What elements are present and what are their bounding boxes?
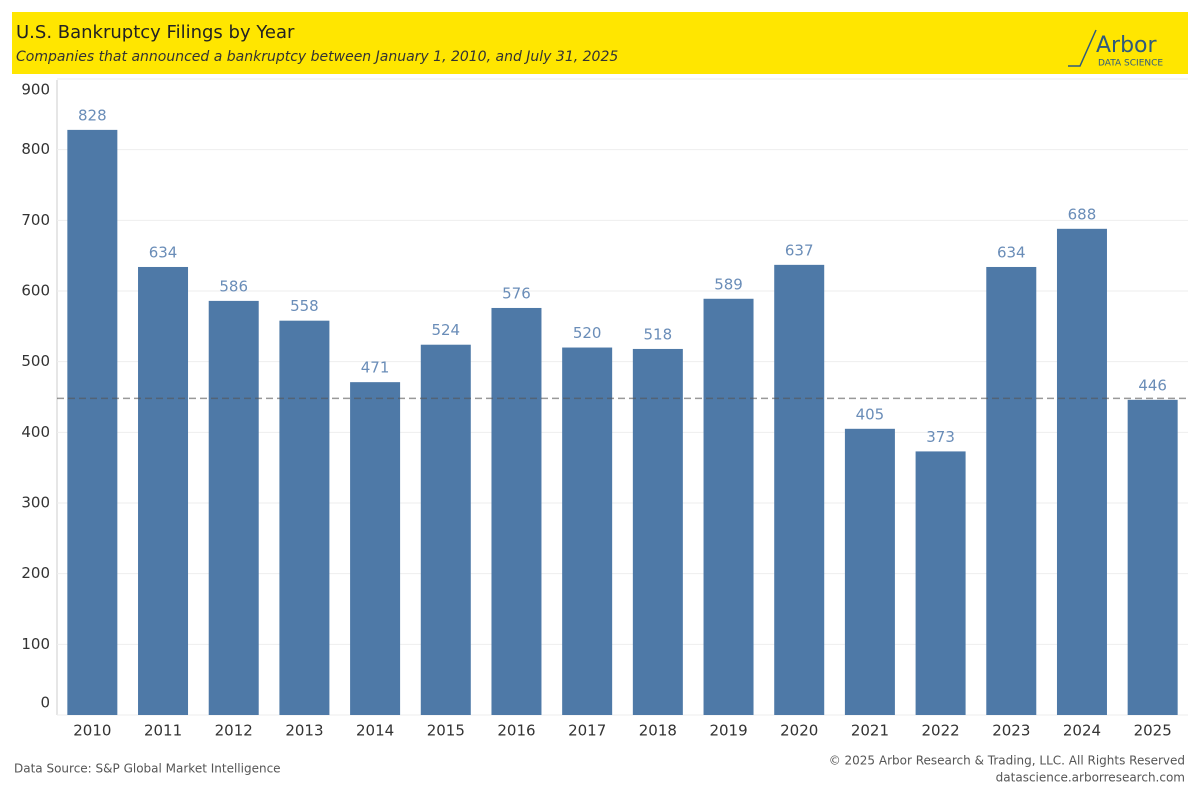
bar xyxy=(420,344,471,715)
y-tick-label: 500 xyxy=(21,352,50,370)
x-tick-label: 2022 xyxy=(922,722,960,740)
bar xyxy=(774,264,825,715)
x-tick-label: 2018 xyxy=(639,722,677,740)
value-label: 524 xyxy=(431,321,460,339)
chart-title: U.S. Bankruptcy Filings by Year xyxy=(16,22,295,43)
x-tick-label: 2013 xyxy=(285,722,323,740)
value-label: 634 xyxy=(149,243,178,261)
value-label: 589 xyxy=(714,275,743,293)
value-label: 828 xyxy=(78,106,107,124)
value-label: 471 xyxy=(361,359,390,377)
y-tick-label: 700 xyxy=(21,211,50,229)
x-tick-label: 2025 xyxy=(1134,722,1172,740)
value-label: 558 xyxy=(290,297,319,315)
bar xyxy=(844,428,895,715)
y-tick-label: 800 xyxy=(21,140,50,158)
x-tick-label: 2010 xyxy=(73,722,111,740)
bar xyxy=(703,298,754,715)
x-tick-label: 2011 xyxy=(144,722,182,740)
value-label: 520 xyxy=(573,324,602,342)
value-label: 586 xyxy=(219,277,248,295)
x-tick-label: 2012 xyxy=(215,722,253,740)
x-tick-label: 2015 xyxy=(427,722,465,740)
value-label: 446 xyxy=(1138,376,1167,394)
bar xyxy=(986,266,1037,715)
bar xyxy=(1056,228,1107,715)
x-tick-label: 2016 xyxy=(497,722,535,740)
x-tick-label: 2019 xyxy=(709,722,747,740)
value-label: 688 xyxy=(1068,205,1097,223)
y-tick-label: 0 xyxy=(40,694,50,712)
value-label: 637 xyxy=(785,241,814,259)
y-tick-label: 400 xyxy=(21,423,50,441)
y-tick-label: 200 xyxy=(21,564,50,582)
bar xyxy=(632,348,683,715)
logo-mark xyxy=(1068,29,1097,67)
bar xyxy=(350,382,401,715)
y-tick-label: 300 xyxy=(21,494,50,512)
y-tick-label: 900 xyxy=(21,81,50,99)
x-tick-label: 2014 xyxy=(356,722,394,740)
bar xyxy=(138,266,189,715)
logo-tagline: DATA SCIENCE xyxy=(1098,59,1163,69)
bar xyxy=(1127,399,1178,715)
bar xyxy=(491,307,542,715)
x-tick-label: 2020 xyxy=(780,722,818,740)
y-tick-label: 600 xyxy=(21,282,50,300)
value-label: 518 xyxy=(644,325,673,343)
bar xyxy=(208,300,259,715)
url: datascience.arborresearch.com xyxy=(996,771,1185,785)
header-band xyxy=(12,12,1188,74)
x-tick-label: 2021 xyxy=(851,722,889,740)
value-label: 373 xyxy=(926,428,955,446)
chart-subtitle: Companies that announced a bankruptcy be… xyxy=(16,49,618,65)
bar xyxy=(67,129,118,715)
x-tick-label: 2017 xyxy=(568,722,606,740)
logo-name: Arbor xyxy=(1096,33,1158,58)
value-label: 405 xyxy=(856,405,885,423)
x-tick-label: 2023 xyxy=(992,722,1030,740)
copyright: © 2025 Arbor Research & Trading, LLC. Al… xyxy=(829,754,1185,768)
y-tick-label: 100 xyxy=(21,635,50,653)
value-label: 576 xyxy=(502,284,531,302)
bar xyxy=(562,347,613,715)
value-label: 634 xyxy=(997,243,1026,261)
bar xyxy=(915,451,966,715)
x-tick-label: 2024 xyxy=(1063,722,1101,740)
bar xyxy=(279,320,330,715)
source-note: Data Source: S&P Global Market Intellige… xyxy=(14,762,281,776)
